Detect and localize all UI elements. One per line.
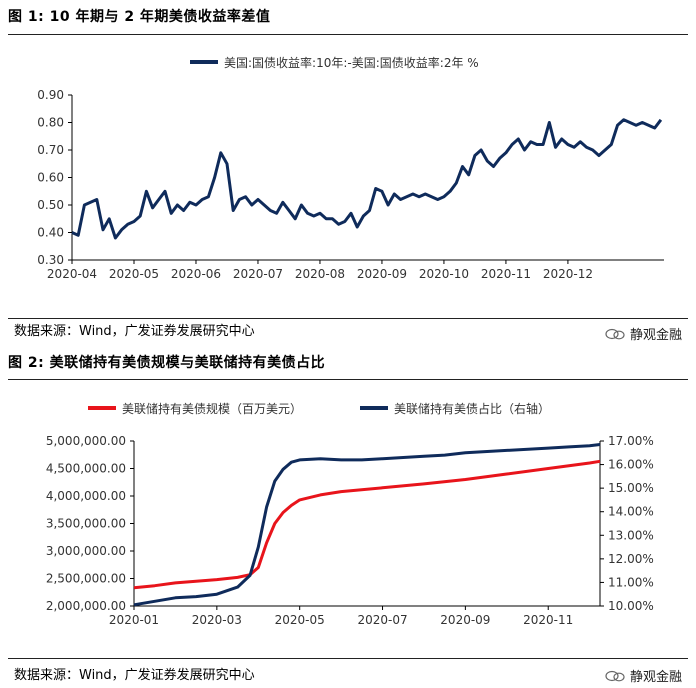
chart-1-y-tick-label: 0.90 xyxy=(37,88,64,102)
figure-2-source: 数据来源：Wind，广发证券发展研究中心 xyxy=(14,668,255,683)
watermark-text: 静观金融 xyxy=(629,328,682,343)
chart-2-y-tick-label-left: 4,000,000.00 xyxy=(46,489,126,503)
chart-1-y-tick-label: 0.40 xyxy=(37,226,64,240)
chart-1-x-tick-label: 2020-05 xyxy=(109,267,159,281)
chart-2-x-tick-label: 2020-09 xyxy=(440,613,490,627)
chart-2-y-tick-label-left: 3,500,000.00 xyxy=(46,517,126,531)
chart-2-legend-label-blue: 美联储持有美债占比（右轴） xyxy=(394,401,550,416)
chart-2-y-tick-label-left: 2,000,000.00 xyxy=(46,599,126,613)
chart-2-x-tick-label: 2020-03 xyxy=(192,613,242,627)
figure-2-bottom-rule xyxy=(8,658,688,659)
wechat-icon xyxy=(605,670,625,681)
chart-1-x-tick-label: 2020-11 xyxy=(481,267,531,281)
chart-2-y-tick-label-right: 11.00% xyxy=(608,575,654,589)
chart-1-y-tick-label: 0.60 xyxy=(37,171,64,185)
chart-2-x-tick-label: 2020-01 xyxy=(109,613,159,627)
chart-2-y-tick-label-right: 15.00% xyxy=(608,481,654,495)
figure-2-title: 图 2: 美联储持有美债规模与美联储持有美债占比 xyxy=(8,355,326,371)
chart-2-y-tick-label-right: 10.00% xyxy=(608,599,654,613)
chart-1-x-tick-label: 2020-04 xyxy=(47,267,97,281)
chart-1-x-tick-label: 2020-06 xyxy=(171,267,221,281)
chart-2-legend-label-red: 美联储持有美债规模（百万美元） xyxy=(122,401,302,416)
chart-2-y-tick-label-left: 2,500,000.00 xyxy=(46,572,126,586)
chart-1-series xyxy=(71,118,663,240)
chart-1-x-tick-label: 2020-09 xyxy=(357,267,407,281)
chart-2-y-tick-label-right: 17.00% xyxy=(608,434,654,448)
chart-1-x-tick-label: 2020-12 xyxy=(543,267,593,281)
chart-1: 美国:国债收益率:10年:-美国:国债收益率:2年 % 0.90 0.80 0.70… xyxy=(37,55,664,281)
chart-2-y-tick-label-right: 12.00% xyxy=(608,552,654,566)
figure-2-watermark: 静观金融 xyxy=(604,666,682,685)
chart-2-y-tick-label-right: 13.00% xyxy=(608,528,654,542)
figure-1-title: 图 1: 10 年期与 2 年期美债收益率差值 xyxy=(8,9,271,25)
figure-1-watermark: 静观金融 xyxy=(604,324,682,343)
chart-2-legend: 美联储持有美债规模（百万美元） 美联储持有美债占比（右轴） xyxy=(88,401,550,416)
chart-1-series-line xyxy=(71,118,663,240)
figure-1-top-rule xyxy=(8,34,688,35)
chart-2-y-tick-label-right: 16.00% xyxy=(608,458,654,472)
chart-2-series-line-holdings xyxy=(133,459,601,590)
chart-1-y-tick-label: 0.70 xyxy=(37,143,64,157)
chart-1-legend: 美国:国债收益率:10年:-美国:国债收益率:2年 % xyxy=(190,55,479,70)
chart-1-y-tick-label: 0.30 xyxy=(37,253,64,267)
chart-1-x-tick-label: 2020-10 xyxy=(419,267,469,281)
wechat-icon xyxy=(605,328,625,339)
chart-1-x-tick-label: 2020-07 xyxy=(233,267,283,281)
watermark-text: 静观金融 xyxy=(629,670,682,685)
chart-2-y-tick-label-left: 5,000,000.00 xyxy=(46,434,126,448)
chart-1-legend-label: 美国:国债收益率:10年:-美国:国债收益率:2年 % xyxy=(224,55,479,70)
figure-1-bottom-rule xyxy=(8,318,688,319)
chart-2-y-tick-label-left: 3,000,000.00 xyxy=(46,544,126,558)
chart-2: 美联储持有美债规模（百万美元） 美联储持有美债占比（右轴） 5,000,000.… xyxy=(46,401,654,627)
chart-2-axes: 5,000,000.00 4,500,000.00 4,000,000.00 3,50… xyxy=(46,434,654,627)
chart-2-x-tick-label: 2020-11 xyxy=(523,613,573,627)
figure-2-top-rule xyxy=(8,379,688,380)
chart-2-y-tick-label-left: 4,500,000.00 xyxy=(46,462,126,476)
chart-2-y-tick-label-right: 14.00% xyxy=(608,505,654,519)
figure-1-source: 数据来源：Wind，广发证券发展研究中心 xyxy=(14,324,255,339)
chart-1-y-tick-label: 0.50 xyxy=(37,198,64,212)
chart-2-x-tick-label: 2020-05 xyxy=(275,613,325,627)
chart-2-series xyxy=(133,443,601,607)
chart-2-x-tick-label: 2020-07 xyxy=(357,613,407,627)
chart-2-series-line-share xyxy=(133,443,601,607)
chart-1-y-tick-label: 0.80 xyxy=(37,116,64,130)
chart-1-x-tick-label: 2020-08 xyxy=(295,267,345,281)
